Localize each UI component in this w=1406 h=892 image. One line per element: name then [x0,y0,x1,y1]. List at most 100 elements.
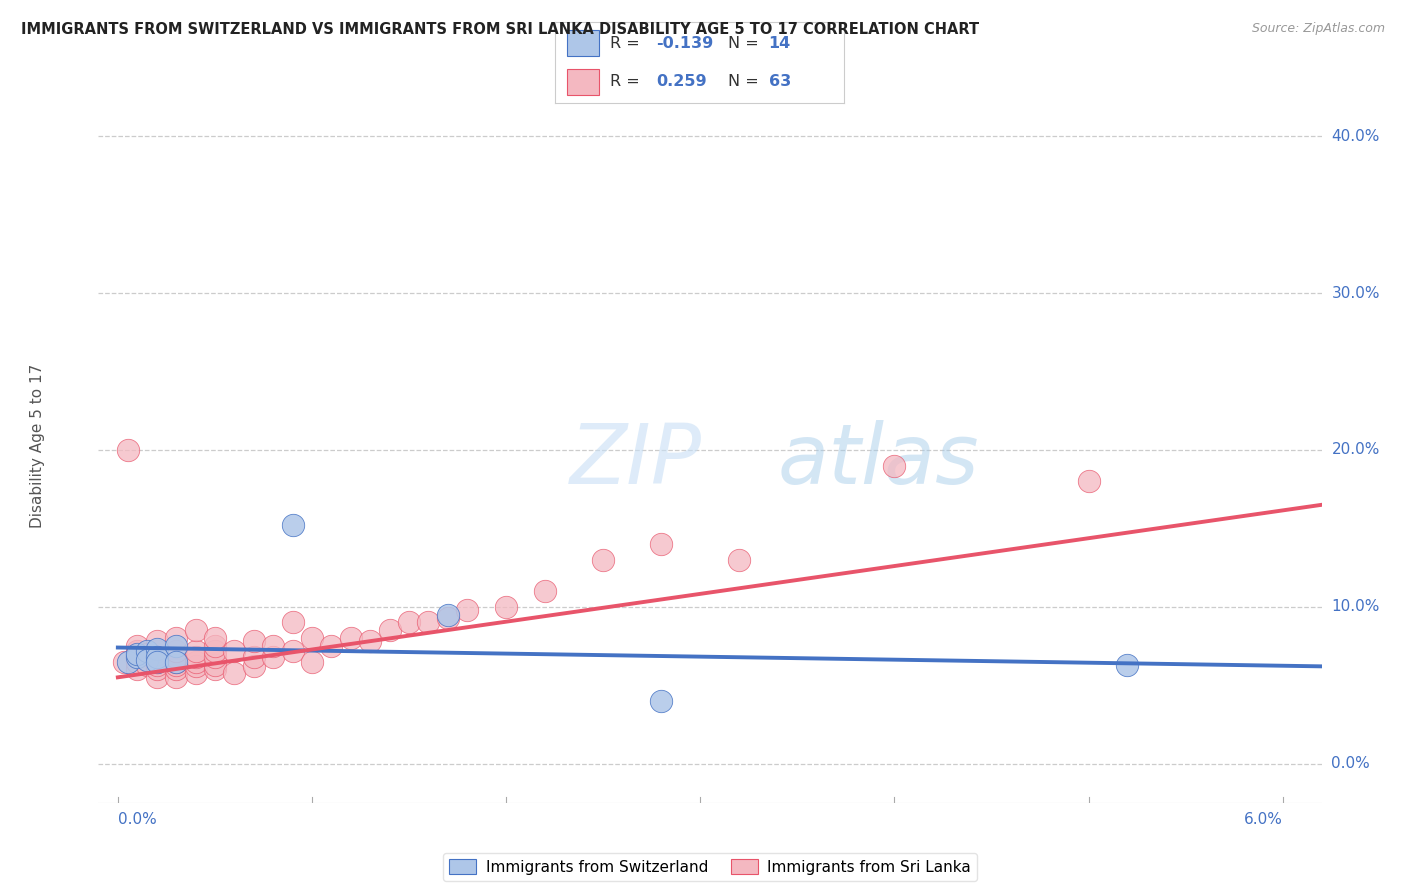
Point [301,655,323,669]
Point [165,663,187,677]
Point [136,643,159,657]
Text: 10.0%: 10.0% [1331,599,1379,615]
Point [378,624,401,638]
Point [145,670,167,684]
Point [165,649,187,664]
Point [204,649,226,664]
Point [145,649,167,664]
Text: N =: N = [728,74,765,89]
Point [117,655,139,669]
Point [262,639,284,653]
Point [145,657,167,672]
Point [340,631,363,645]
Point [728,552,751,566]
Point [145,655,167,669]
Text: IMMIGRANTS FROM SWITZERLAND VS IMMIGRANTS FROM SRI LANKA DISABILITY AGE 5 TO 17 : IMMIGRANTS FROM SWITZERLAND VS IMMIGRANT… [21,22,979,37]
Point [184,665,207,680]
Point [281,518,304,533]
Point [145,663,167,677]
Point [136,657,159,672]
Point [127,649,149,664]
Point [204,663,226,677]
Point [1077,475,1099,489]
Point [136,653,159,667]
Text: atlas: atlas [778,420,979,500]
Text: 0.259: 0.259 [657,74,707,89]
Point [592,552,614,566]
Point [204,643,226,657]
Point [165,655,187,669]
Point [184,659,207,673]
Point [437,611,460,625]
Text: Source: ZipAtlas.com: Source: ZipAtlas.com [1251,22,1385,36]
Point [883,458,905,473]
Point [456,603,478,617]
Point [145,655,167,669]
Point [165,639,187,653]
Point [127,639,149,653]
Point [165,657,187,672]
Point [301,631,323,645]
Text: 63: 63 [769,74,792,89]
Point [127,643,149,657]
Point [224,665,246,680]
Point [204,657,226,672]
Point [165,643,187,657]
Text: ZIP: ZIP [569,420,702,500]
Text: 30.0%: 30.0% [1331,285,1379,301]
Text: 14: 14 [769,36,792,51]
Point [127,647,149,661]
Text: 40.0%: 40.0% [1331,128,1379,144]
Text: Disability Age 5 to 17: Disability Age 5 to 17 [30,364,45,528]
Point [127,655,149,669]
Point [359,634,381,648]
Point [165,670,187,684]
Point [242,659,264,673]
Point [224,643,246,657]
Text: -0.139: -0.139 [657,36,713,51]
Point [145,649,167,664]
Bar [567,69,599,95]
Point [184,655,207,669]
Text: 20.0%: 20.0% [1331,442,1379,458]
Point [495,599,517,614]
Point [184,649,207,664]
Point [145,642,167,657]
Point [281,615,304,630]
Point [145,634,167,648]
Text: R =: R = [610,36,645,51]
Point [242,634,264,648]
Point [1116,657,1139,672]
Point [398,615,420,630]
Point [165,655,187,669]
Point [136,647,159,661]
Point [184,643,207,657]
Point [127,647,149,661]
Point [117,442,139,457]
Point [437,607,460,622]
Point [145,647,167,661]
Text: R =: R = [610,74,645,89]
Point [184,624,207,638]
Text: N =: N = [728,36,765,51]
Point [204,639,226,653]
Point [242,649,264,664]
Point [127,663,149,677]
Legend: Immigrants from Switzerland, Immigrants from Sri Lanka: Immigrants from Switzerland, Immigrants … [443,853,977,880]
Point [112,655,135,669]
Point [204,631,226,645]
Point [321,639,343,653]
Point [418,615,440,630]
Point [650,694,672,708]
Point [281,643,304,657]
Point [127,649,149,664]
Point [534,584,557,599]
Point [262,649,284,664]
Text: 0.0%: 0.0% [118,813,156,827]
Point [145,643,167,657]
Point [165,631,187,645]
Bar [567,30,599,56]
Text: 6.0%: 6.0% [1244,813,1282,827]
Text: 0.0%: 0.0% [1331,756,1371,771]
Point [650,537,672,551]
